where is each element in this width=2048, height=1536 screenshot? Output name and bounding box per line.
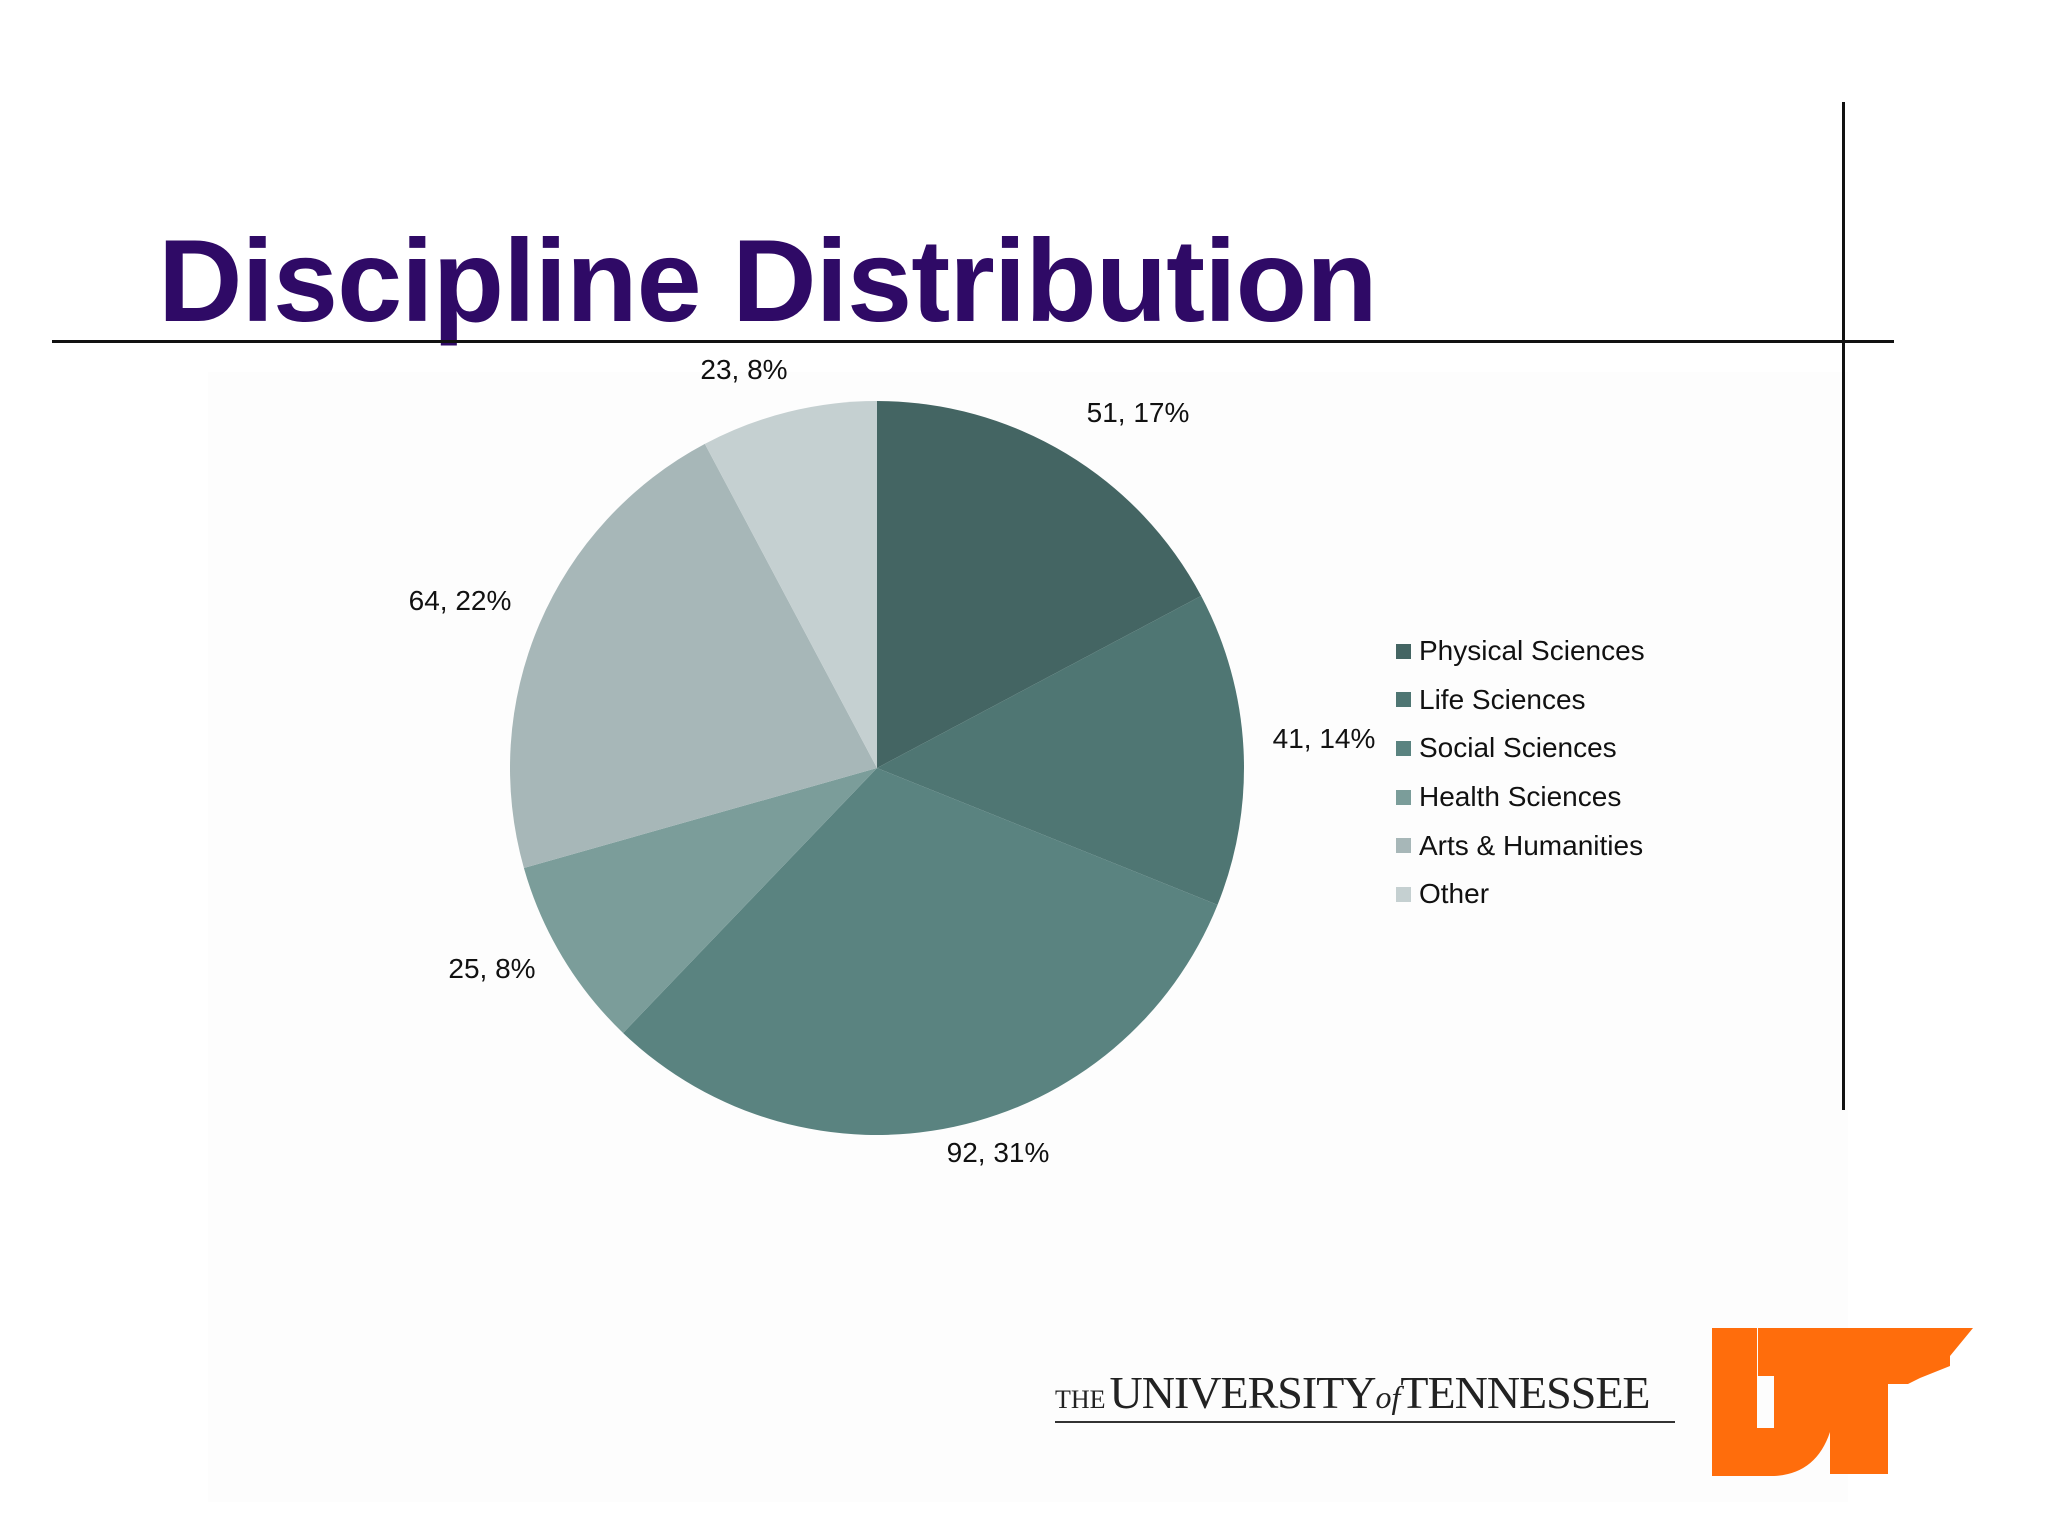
legend-label: Life Sciences bbox=[1419, 683, 1586, 715]
pie-slice-social-sciences bbox=[623, 768, 1218, 1135]
legend-swatch bbox=[1396, 838, 1411, 854]
vertical-rule bbox=[1842, 102, 1845, 1110]
legend-swatch bbox=[1396, 740, 1411, 756]
university-wordmark: THE UNIVERSITYofTENNESSEE bbox=[1055, 1366, 1675, 1423]
legend-item-social-sciences: Social Sciences bbox=[1396, 724, 1645, 773]
legend-item-other: Other bbox=[1396, 870, 1645, 919]
data-label-social-sciences: 92, 31% bbox=[947, 1137, 1050, 1168]
data-label-life-sciences: 41, 14% bbox=[1273, 723, 1376, 754]
legend-item-physical-sciences: Physical Sciences bbox=[1396, 627, 1645, 676]
legend-item-life-sciences: Life Sciences bbox=[1396, 676, 1645, 725]
pie-slice-health-sciences bbox=[523, 768, 877, 1033]
data-label-other: 23, 8% bbox=[700, 354, 787, 385]
wordmark-university: UNIVERSITY bbox=[1109, 1367, 1377, 1418]
legend-label: Health Sciences bbox=[1419, 781, 1622, 813]
legend-swatch bbox=[1396, 789, 1411, 805]
data-label-physical-sciences: 51, 17% bbox=[1087, 397, 1190, 428]
legend-swatch bbox=[1396, 692, 1411, 708]
legend-swatch bbox=[1396, 643, 1411, 659]
pie-slice-arts-humanities bbox=[510, 443, 877, 868]
wordmark-of: of bbox=[1375, 1379, 1401, 1415]
legend-swatch bbox=[1396, 886, 1411, 902]
data-label-health-sciences: 25, 8% bbox=[448, 953, 535, 984]
ut-logo-icon bbox=[1712, 1328, 1973, 1476]
pie-slice-other bbox=[704, 401, 877, 768]
legend-label: Social Sciences bbox=[1419, 732, 1617, 764]
wordmark-tennessee: TENNESSEE bbox=[1400, 1367, 1650, 1418]
legend-item-health-sciences: Health Sciences bbox=[1396, 773, 1645, 822]
legend-label: Arts & Humanities bbox=[1419, 829, 1644, 861]
chart-legend: Physical Sciences Life Sciences Social Sci… bbox=[1396, 627, 1645, 919]
wordmark-the: THE bbox=[1055, 1385, 1106, 1414]
pie-slice-physical-sciences bbox=[877, 401, 1202, 768]
legend-label: Other bbox=[1419, 878, 1490, 910]
pie-slice-life-sciences bbox=[877, 595, 1244, 905]
title-rule bbox=[52, 340, 1894, 343]
legend-item-arts-humanities: Arts & Humanities bbox=[1396, 821, 1645, 870]
data-label-arts-humanities: 64, 22% bbox=[409, 585, 512, 616]
legend-label: Physical Sciences bbox=[1419, 635, 1645, 667]
slide-title: Discipline Distribution bbox=[158, 215, 1378, 346]
